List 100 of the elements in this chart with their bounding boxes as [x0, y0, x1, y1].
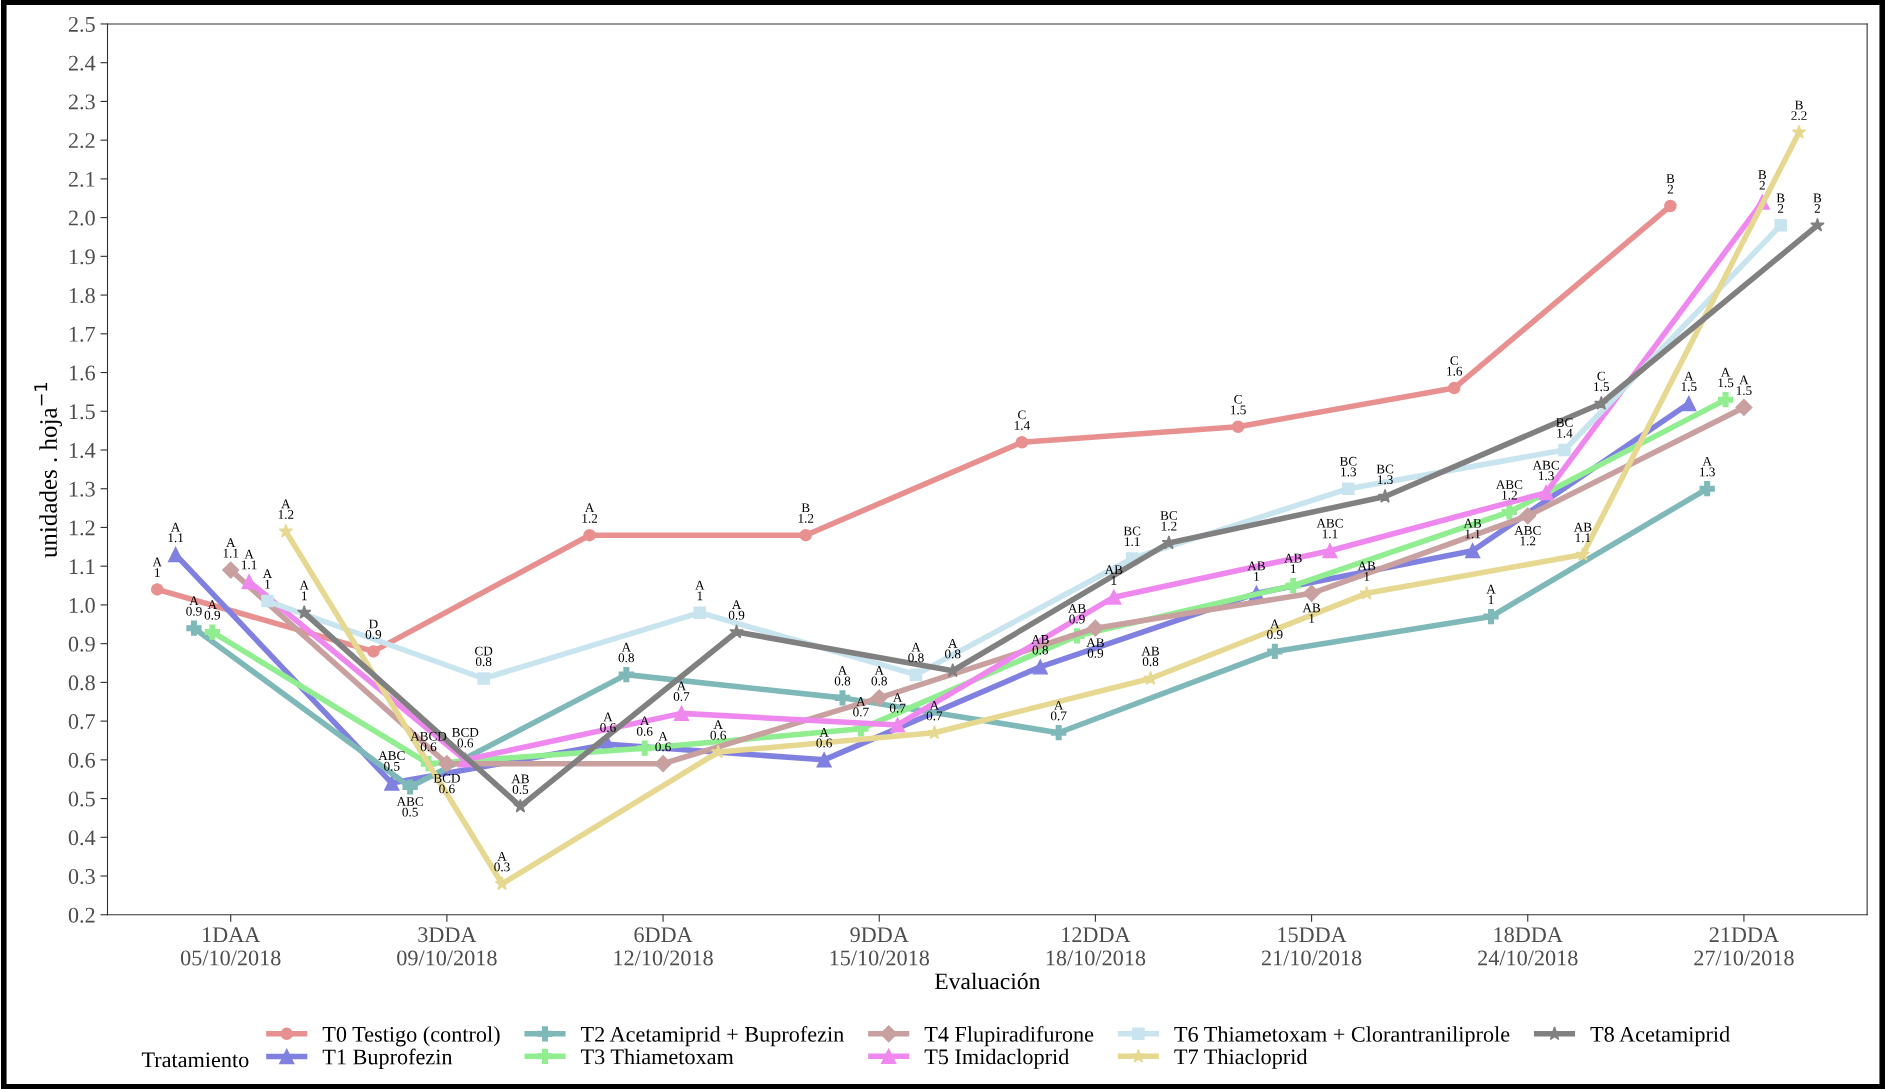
y-tick-label: 0.8: [68, 675, 95, 691]
data-label: A 0.9: [186, 596, 202, 616]
x-axis-title: Evaluación: [934, 972, 1041, 990]
y-tick-label: 2.4: [68, 55, 96, 71]
data-label: BC 1.3: [1339, 456, 1357, 477]
y-tick-label: 2.1: [68, 171, 95, 187]
y-tick-label: 1.4: [69, 443, 96, 459]
y-tick-label: 1.7: [69, 326, 96, 342]
y-tick-label: 2.5: [68, 16, 95, 32]
x-tick-label: 21DDA 27/10/2018: [1694, 927, 1794, 966]
y-axis-title: unidades . hoja$^{−1}$: [34, 383, 63, 558]
data-label: BC 1.1: [1123, 526, 1141, 547]
data-label: A 0.6: [710, 720, 727, 740]
data-label: A 0.8: [908, 642, 924, 663]
legend-label: T4 Flupiradifurone: [924, 1025, 1094, 1047]
y-tick-label: 0.4: [68, 830, 96, 846]
data-label: ABC 1.1: [1316, 518, 1343, 539]
data-label: A 1: [1486, 584, 1496, 604]
y-tick-label: 0.2: [68, 907, 95, 923]
x-tick-label: 6DDA 12/10/2018: [614, 927, 713, 966]
data-label: BCD 0.6: [452, 727, 479, 748]
legend-label: T3 Thiametoxam: [580, 1048, 734, 1065]
data-label: A 0.9: [204, 600, 221, 620]
data-label: A 0.7: [926, 700, 943, 721]
data-label: A 1.2: [582, 503, 598, 523]
data-label: AB 0.5: [511, 774, 529, 794]
data-label: A 1: [299, 580, 309, 601]
legend-label: T2 Acetamiprid + Buprofezin: [580, 1025, 844, 1047]
data-label: A 1: [262, 569, 273, 589]
y-tick-label: 1.0: [69, 597, 95, 613]
legend-label: T8 Acetamiprid: [1590, 1026, 1730, 1047]
data-label: AB 1: [1247, 561, 1265, 581]
data-label: AB 0.9: [1068, 604, 1086, 624]
data-label: A 0.7: [853, 697, 869, 717]
data-label: A 1.1: [223, 538, 239, 558]
data-label: A 1.1: [168, 522, 184, 543]
data-label: CD 0.8: [475, 646, 493, 667]
data-label: A 0.7: [673, 681, 690, 702]
x-tick-label: 1DAA 05/10/2018: [180, 927, 281, 966]
data-label: BC 1.2: [1160, 511, 1177, 531]
y-tick-label: 1.1: [69, 559, 95, 575]
data-label: A 0.8: [618, 642, 635, 663]
y-tick-label: 1.5: [69, 404, 95, 420]
y-tick-label: 2.2: [68, 133, 95, 149]
data-label: A 0.3: [494, 851, 510, 872]
x-tick-label: 3DDA 09/10/2018: [397, 927, 497, 966]
x-tick-label: 9DDA 15/10/2018: [830, 927, 930, 966]
data-label: AB 1: [1357, 561, 1376, 581]
data-label: C 1.4: [1014, 410, 1030, 430]
data-label: ABC 0.5: [396, 797, 423, 817]
y-tick-label: 2.3: [68, 94, 95, 110]
data-label: C 1.5: [1594, 371, 1609, 392]
data-label: ABC 1.2: [1514, 525, 1541, 546]
legend-title: Tratamiento: [141, 1052, 249, 1068]
data-label: AB 1.1: [1463, 518, 1482, 539]
data-label: A 1.5: [1718, 367, 1734, 388]
y-tick-label: 1.6: [69, 365, 96, 381]
data-label: B 2.2: [1791, 100, 1807, 121]
data-label: B 2: [1776, 193, 1785, 213]
y-tick-label: 0.9: [68, 636, 95, 652]
y-tick-label: 0.6: [68, 752, 96, 768]
y-tick-label: 1.3: [69, 481, 95, 497]
data-label: C 1.5: [1230, 394, 1246, 415]
data-label: ABCD 0.6: [410, 731, 447, 752]
data-label: C 1.6: [1447, 356, 1463, 376]
data-label: D 0.9: [365, 619, 382, 640]
data-label: BCD 0.6: [433, 773, 460, 794]
data-label: ABC 1.2: [1495, 480, 1523, 500]
y-tick-label: 0.3: [68, 868, 95, 885]
data-label: ABC 0.5: [378, 751, 405, 771]
data-label: A 1.1: [242, 549, 257, 570]
data-label: A 1.3: [1700, 456, 1715, 477]
y-tick-label: 1.9: [69, 249, 95, 265]
x-tick-label: 18DDA 24/10/2018: [1478, 927, 1578, 966]
data-label: A 1.5: [1736, 375, 1752, 396]
legend-label: T5 Imidacloprid: [924, 1048, 1070, 1069]
data-label: B 1.2: [798, 503, 814, 523]
data-label: A 0.8: [834, 666, 851, 686]
data-label: A 0.8: [944, 638, 961, 659]
y-tick-label: 0.7: [68, 714, 96, 730]
legend-label: T0 Testigo (control): [322, 1026, 500, 1047]
data-label: ABC 1.3: [1532, 460, 1559, 481]
y-tick-label: 0.5: [68, 791, 95, 807]
data-label: BC 1.3: [1376, 464, 1394, 485]
x-tick-label: 12DDA 18/10/2018: [1046, 927, 1146, 966]
data-label: A 1.2: [278, 499, 294, 519]
data-label: A 0.6: [816, 728, 832, 748]
legend-label: T6 Thiametoxam + Clorantraniliprole: [1174, 1026, 1510, 1047]
data-label: A 0.9: [1267, 619, 1283, 640]
y-tick-label: 1.2: [69, 520, 95, 536]
data-label: B 2: [1813, 193, 1822, 213]
legend-label: T1 Buprofezin: [322, 1048, 453, 1069]
data-label: A 1: [152, 557, 162, 577]
data-label: A 0.9: [728, 600, 745, 620]
y-tick-label: 2.0: [68, 210, 95, 226]
data-label: AB 1.1: [1573, 522, 1592, 543]
data-label: A 1: [695, 580, 705, 601]
data-label: A 0.8: [871, 666, 887, 686]
data-label: A 1.5: [1681, 371, 1697, 392]
data-label: A 0.6: [636, 716, 653, 736]
